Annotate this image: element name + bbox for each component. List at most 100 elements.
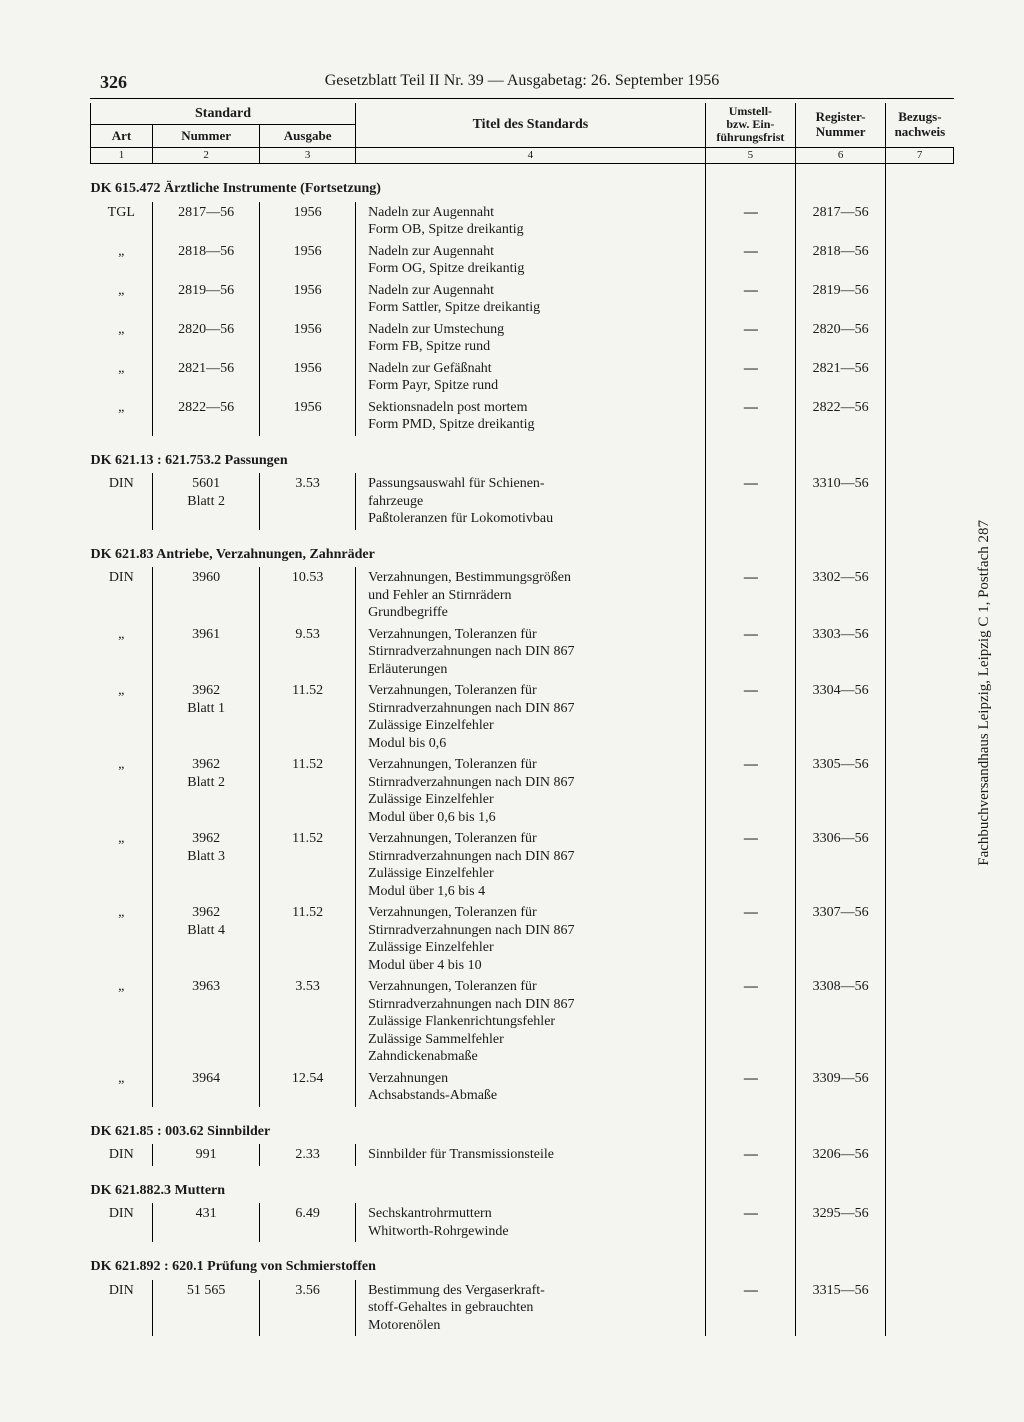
cell-titel: Sinnbilder für Transmissionsteile bbox=[356, 1144, 706, 1166]
cell-nummer: 3962 Blatt 3 bbox=[153, 828, 260, 902]
cell-ausgabe: 3.53 bbox=[260, 976, 356, 1068]
cell-nummer: 2817—56 bbox=[153, 202, 260, 241]
colnum: 1 bbox=[91, 147, 153, 164]
column-number-row: 1 2 3 4 5 6 7 bbox=[91, 147, 954, 164]
cell-nummer: 2822—56 bbox=[153, 397, 260, 436]
section-spacer bbox=[796, 164, 886, 202]
section-heading: DK 621.85 : 003.62 Sinnbilder bbox=[91, 1107, 706, 1145]
section-heading: DK 621.882.3 Muttern bbox=[91, 1166, 706, 1204]
cell-bezug bbox=[886, 1068, 954, 1107]
cell-umstell: — bbox=[705, 828, 795, 902]
cell-umstell: — bbox=[705, 902, 795, 976]
cell-umstell: — bbox=[705, 1280, 795, 1337]
rule-top bbox=[90, 98, 954, 99]
cell-nummer: 3962 Blatt 2 bbox=[153, 754, 260, 828]
cell-art: DIN bbox=[91, 1280, 153, 1337]
standards-table: Standard Titel des Standards Umstell- bz… bbox=[90, 103, 954, 1336]
cell-titel: Nadeln zur Gefäßnaht Form Payr, Spitze r… bbox=[356, 358, 706, 397]
cell-umstell: — bbox=[705, 976, 795, 1068]
table-row: DIN5601 Blatt 23.53Passungsauswahl für S… bbox=[91, 473, 954, 530]
cell-bezug bbox=[886, 280, 954, 319]
table-row: „2821—561956Nadeln zur Gefäßnaht Form Pa… bbox=[91, 358, 954, 397]
cell-ausgabe: 1956 bbox=[260, 358, 356, 397]
section-spacer bbox=[886, 1107, 954, 1145]
table-header-row: Standard Titel des Standards Umstell- bz… bbox=[91, 103, 954, 125]
cell-titel: Bestimmung des Vergaserkraft- stoff-Geha… bbox=[356, 1280, 706, 1337]
cell-nummer: 3962 Blatt 1 bbox=[153, 680, 260, 754]
cell-art: „ bbox=[91, 1068, 153, 1107]
cell-bezug bbox=[886, 1280, 954, 1337]
cell-register: 3307—56 bbox=[796, 902, 886, 976]
cell-umstell: — bbox=[705, 567, 795, 624]
cell-nummer: 5601 Blatt 2 bbox=[153, 473, 260, 530]
section-heading-row: DK 621.83 Antriebe, Verzahnungen, Zahnrä… bbox=[91, 530, 954, 568]
section-heading: DK 621.13 : 621.753.2 Passungen bbox=[91, 436, 706, 474]
cell-art: DIN bbox=[91, 1144, 153, 1166]
cell-ausgabe: 1956 bbox=[260, 280, 356, 319]
table-row: „2818—561956Nadeln zur Augennaht Form OG… bbox=[91, 241, 954, 280]
cell-register: 3305—56 bbox=[796, 754, 886, 828]
cell-ausgabe: 11.52 bbox=[260, 754, 356, 828]
cell-ausgabe: 6.49 bbox=[260, 1203, 356, 1242]
section-spacer bbox=[796, 1107, 886, 1145]
section-spacer bbox=[886, 1242, 954, 1280]
section-spacer bbox=[705, 1166, 795, 1204]
cell-art: „ bbox=[91, 902, 153, 976]
cell-titel: Verzahnungen, Toleranzen für Stirnradver… bbox=[356, 680, 706, 754]
cell-bezug bbox=[886, 358, 954, 397]
section-spacer bbox=[886, 164, 954, 202]
colnum: 3 bbox=[260, 147, 356, 164]
cell-register: 2817—56 bbox=[796, 202, 886, 241]
cell-bezug bbox=[886, 241, 954, 280]
cell-art: „ bbox=[91, 624, 153, 681]
cell-nummer: 3964 bbox=[153, 1068, 260, 1107]
cell-bezug bbox=[886, 754, 954, 828]
section-spacer bbox=[886, 1166, 954, 1204]
cell-register: 3310—56 bbox=[796, 473, 886, 530]
table-row: „3962 Blatt 211.52Verzahnungen, Toleranz… bbox=[91, 754, 954, 828]
section-spacer bbox=[705, 164, 795, 202]
cell-art: „ bbox=[91, 976, 153, 1068]
cell-titel: Sektionsnadeln post mortem Form PMD, Spi… bbox=[356, 397, 706, 436]
table-row: DIN51 5653.56Bestimmung des Vergaserkraf… bbox=[91, 1280, 954, 1337]
cell-ausgabe: 10.53 bbox=[260, 567, 356, 624]
cell-art: „ bbox=[91, 280, 153, 319]
cell-register: 3315—56 bbox=[796, 1280, 886, 1337]
cell-ausgabe: 3.56 bbox=[260, 1280, 356, 1337]
cell-register: 3295—56 bbox=[796, 1203, 886, 1242]
header-nummer: Nummer bbox=[153, 125, 260, 147]
cell-ausgabe: 1956 bbox=[260, 319, 356, 358]
cell-titel: Sechskantrohrmuttern Whitworth-Rohrgewin… bbox=[356, 1203, 706, 1242]
cell-art: „ bbox=[91, 358, 153, 397]
colnum: 6 bbox=[796, 147, 886, 164]
cell-register: 2818—56 bbox=[796, 241, 886, 280]
table-row: „3962 Blatt 411.52Verzahnungen, Toleranz… bbox=[91, 902, 954, 976]
table-row: „39619.53Verzahnungen, Toleranzen für St… bbox=[91, 624, 954, 681]
table-row: „2820—561956Nadeln zur Umstechung Form F… bbox=[91, 319, 954, 358]
header-register: Register- Nummer bbox=[796, 103, 886, 147]
section-spacer bbox=[796, 1242, 886, 1280]
cell-nummer: 2821—56 bbox=[153, 358, 260, 397]
cell-nummer: 3960 bbox=[153, 567, 260, 624]
cell-nummer: 2820—56 bbox=[153, 319, 260, 358]
cell-register: 3308—56 bbox=[796, 976, 886, 1068]
cell-nummer: 3962 Blatt 4 bbox=[153, 902, 260, 976]
cell-nummer: 51 565 bbox=[153, 1280, 260, 1337]
cell-ausgabe: 1956 bbox=[260, 202, 356, 241]
cell-art: DIN bbox=[91, 473, 153, 530]
section-spacer bbox=[705, 530, 795, 568]
cell-bezug bbox=[886, 902, 954, 976]
cell-register: 2821—56 bbox=[796, 358, 886, 397]
cell-umstell: — bbox=[705, 202, 795, 241]
table-row: DIN9912.33Sinnbilder für Transmissionste… bbox=[91, 1144, 954, 1166]
table-row: „3962 Blatt 311.52Verzahnungen, Toleranz… bbox=[91, 828, 954, 902]
cell-ausgabe: 3.53 bbox=[260, 473, 356, 530]
cell-register: 3304—56 bbox=[796, 680, 886, 754]
cell-register: 2820—56 bbox=[796, 319, 886, 358]
table-row: TGL2817—561956Nadeln zur Augennaht Form … bbox=[91, 202, 954, 241]
cell-art: DIN bbox=[91, 1203, 153, 1242]
cell-bezug bbox=[886, 624, 954, 681]
cell-titel: Passungsauswahl für Schienen- fahrzeuge … bbox=[356, 473, 706, 530]
section-spacer bbox=[886, 436, 954, 474]
cell-umstell: — bbox=[705, 397, 795, 436]
